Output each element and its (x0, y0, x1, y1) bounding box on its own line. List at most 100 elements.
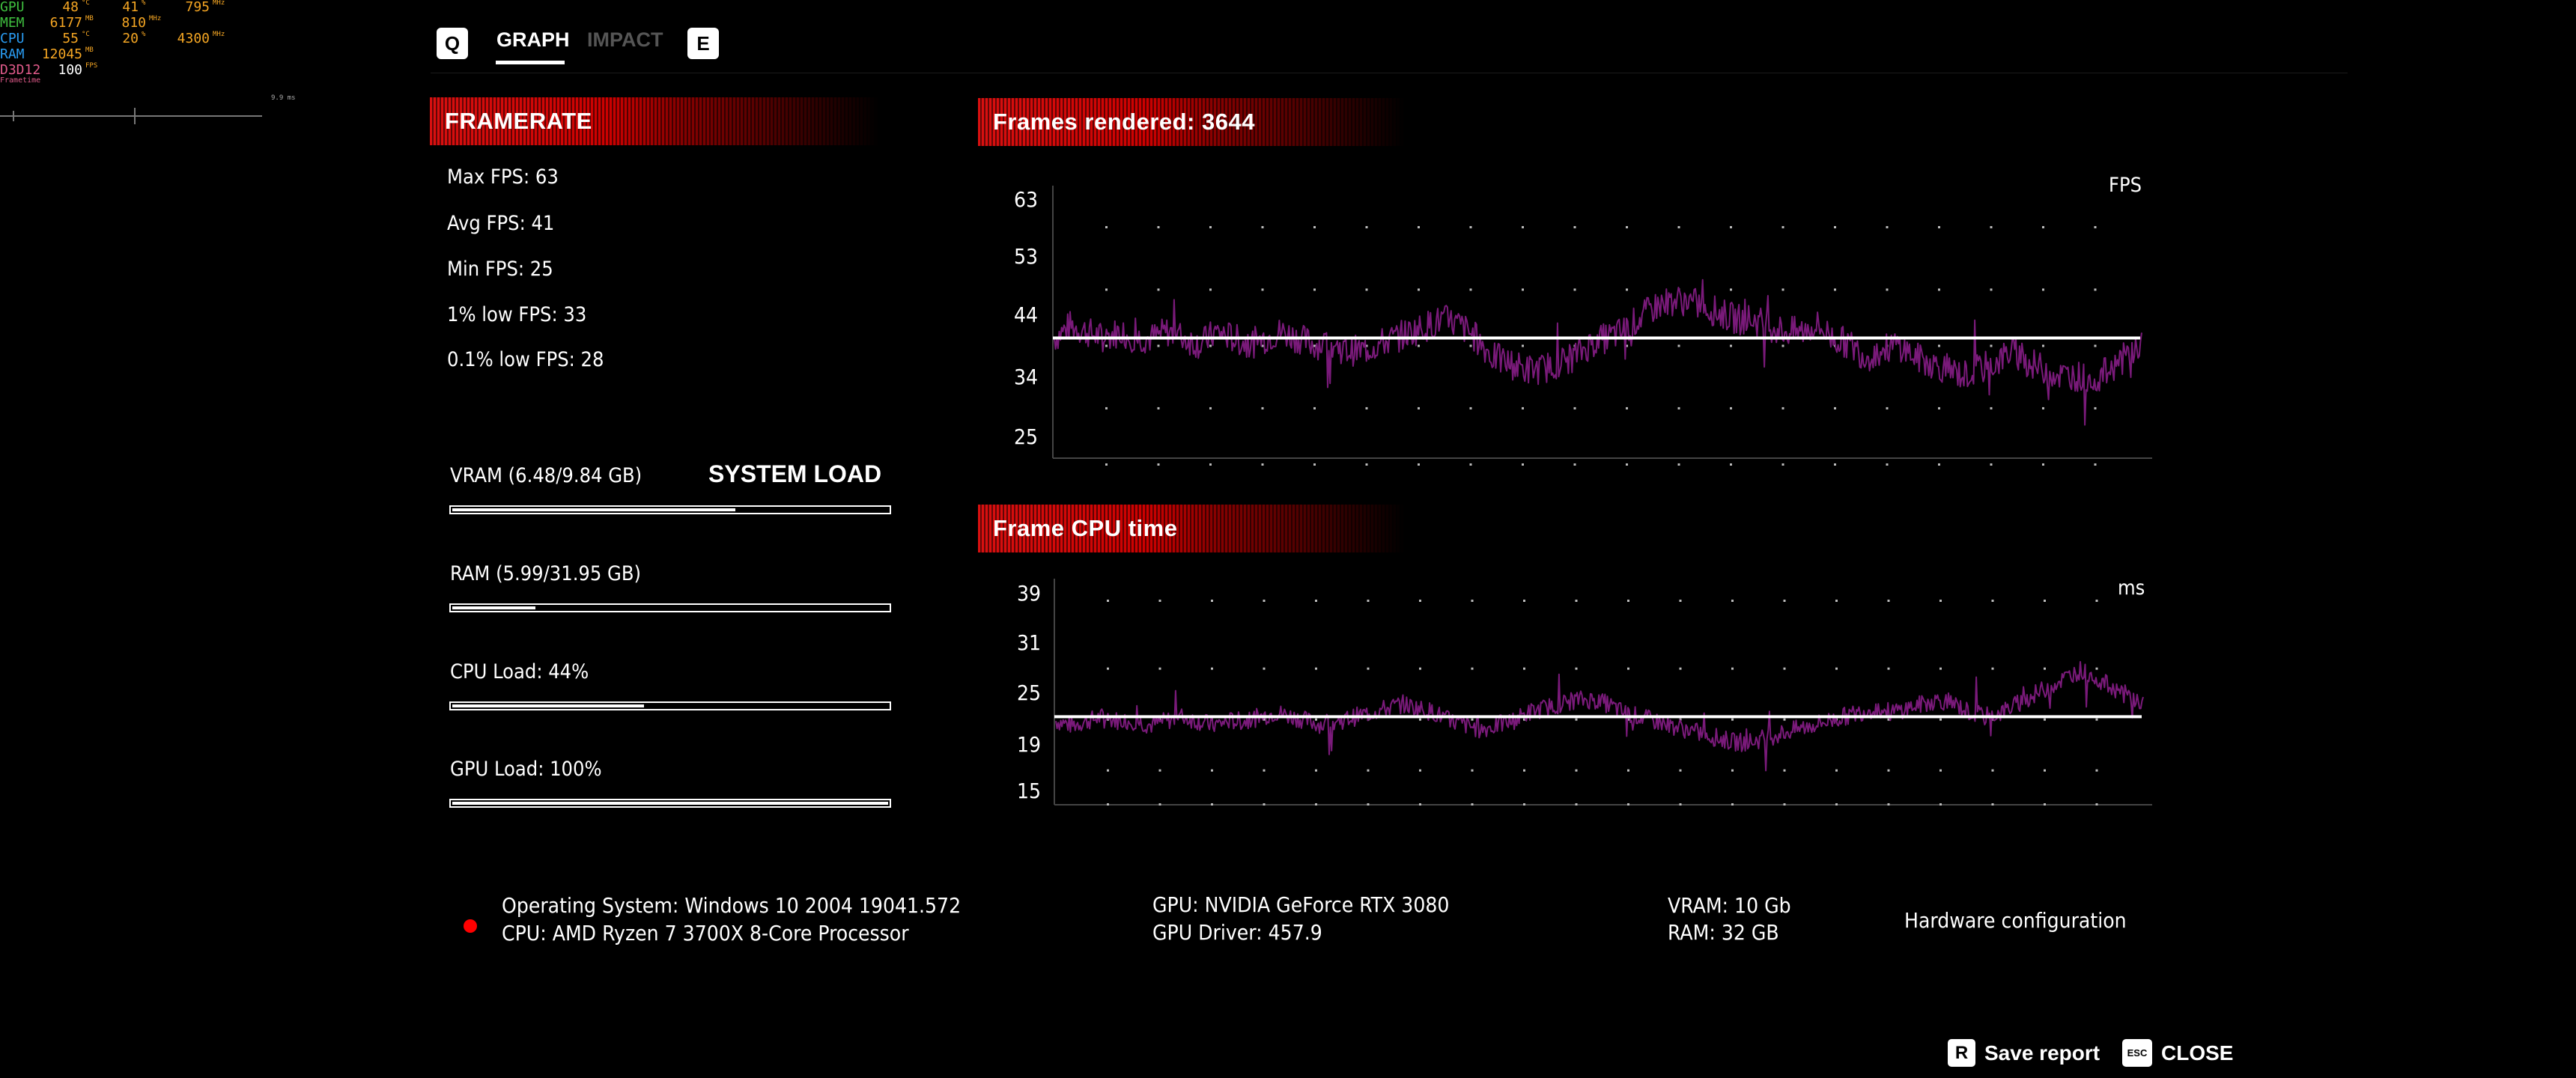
fps-grid-dot (1781, 463, 1784, 466)
low-1pct-fps: 1% low FPS: 33 (447, 303, 587, 326)
fps-grid-dot (1313, 226, 1316, 228)
fps-grid-dot (1886, 406, 1889, 409)
fps-grid-dot (1261, 406, 1264, 409)
fps-grid-dot (1573, 463, 1576, 466)
cpu-grid-dot (1419, 600, 1421, 602)
tab-impact[interactable]: IMPACT (587, 28, 663, 51)
fps-grid-dot (1209, 406, 1212, 409)
cpu-grid-dot (1887, 718, 1890, 721)
fps-grid-dot (2094, 288, 2097, 291)
fps-grid-dot (1938, 226, 1940, 228)
cpu-grid-dot (1887, 667, 1890, 670)
fps-grid-dot (1261, 288, 1264, 291)
fps-grid-dot (1209, 344, 1212, 347)
overlay-unit: MB (85, 15, 94, 22)
cpu-grid-dot (1991, 600, 1994, 602)
cpu-grid-dot (1471, 769, 1474, 772)
fps-ytick: 63 (1013, 187, 1038, 212)
cpu-grid-dot (1835, 769, 1838, 772)
overlay-unit: MHz (213, 0, 225, 7)
fps-grid-dot (1730, 226, 1732, 228)
cpu-ytick: 15 (1016, 779, 1041, 803)
fps-grid-dot (1418, 226, 1420, 228)
fps-grid-dot (2094, 344, 2097, 347)
tab-next-key[interactable]: E (687, 28, 719, 59)
fps-grid-dot (1677, 226, 1680, 228)
cpu-grid-dot (1315, 769, 1317, 772)
fps-grid-dot (1418, 288, 1420, 291)
fps-grid-dot (1313, 463, 1316, 466)
cpu-grid-dot (1575, 718, 1578, 721)
fps-grid-dot (1990, 288, 1993, 291)
fps-grid-dot (1209, 226, 1212, 228)
cpu-grid-dot (1783, 803, 1786, 806)
cpu-grid-dot (1315, 803, 1317, 806)
cpu-ytick: 25 (1016, 680, 1041, 705)
gpu-load-bar (449, 799, 891, 808)
cpu-grid-dot (2044, 803, 2046, 806)
fps-grid-dot (1781, 344, 1784, 347)
cpu-grid-dot (1158, 667, 1161, 670)
cpu-grid-dot (2095, 718, 2098, 721)
overlay-value: 4300 (177, 31, 210, 46)
fps-grid-dot (1730, 344, 1732, 347)
cpu-grid-dot (1315, 718, 1317, 721)
cpu-unit-label: ms (2118, 576, 2145, 600)
cpu-grid-dot (1575, 600, 1578, 602)
cpu-grid-dot (1263, 803, 1266, 806)
fps-grid-dot (1834, 406, 1836, 409)
cpu-grid-dot (1107, 803, 1109, 806)
overlay-unit: MB (85, 46, 94, 54)
frametime-graph (0, 108, 262, 124)
close-key[interactable]: ESC (2122, 1039, 2152, 1067)
fps-grid-dot (1418, 463, 1420, 466)
cpu-grid-dot (2095, 769, 2098, 772)
cpu-grid-dot (1783, 600, 1786, 602)
fps-grid-dot (1677, 406, 1680, 409)
fps-unit-label: FPS (2109, 174, 2142, 197)
fps-grid-dot (1105, 344, 1108, 347)
fps-grid-dot (1990, 406, 1993, 409)
save-report-key[interactable]: R (1948, 1039, 1975, 1067)
cpu-grid-dot (1367, 600, 1370, 602)
tab-prev-key[interactable]: Q (437, 28, 468, 59)
cpu-grid-dot (1887, 600, 1890, 602)
fps-ytick: 44 (1013, 302, 1038, 327)
cpu-grid-dot (1471, 718, 1474, 721)
cpu-grid-dot (1731, 803, 1734, 806)
fps-grid-dot (1365, 406, 1368, 409)
fps-grid-dot (1261, 226, 1264, 228)
hardware-configuration-link[interactable]: Hardware configuration (1904, 908, 2127, 933)
os-info: Operating System: Windows 10 2004 19041.… (502, 893, 962, 918)
overlay-value: 12045 (41, 46, 82, 62)
fps-grid-dot (1209, 463, 1212, 466)
max-fps: Max FPS: 63 (447, 165, 559, 189)
overlay-label: MEM (0, 15, 25, 31)
fps-grid-dot (1365, 344, 1368, 347)
fps-grid-dot (1157, 226, 1160, 228)
cpu-grid-dot (1523, 667, 1525, 670)
fps-grid-dot (1938, 288, 1940, 291)
cpu-grid-dot (1783, 667, 1786, 670)
close-button[interactable]: CLOSE (2161, 1041, 2234, 1065)
overlay-value: 100 (58, 62, 82, 78)
cpu-grid-dot (1523, 803, 1525, 806)
cpu-grid-dot (1731, 600, 1734, 602)
overlay-value: 20 (122, 31, 139, 46)
overlay-unit: MHz (149, 15, 162, 22)
cpu-info: CPU: AMD Ryzen 7 3700X 8-Core Processor (502, 921, 909, 945)
overlay-value: 48 (62, 0, 79, 15)
fps-grid-dot (2094, 406, 2097, 409)
fps-chart-title: Frames rendered: 3644 (993, 109, 1255, 135)
cpu-grid-dot (2095, 600, 2098, 602)
overlay-unit: % (142, 31, 146, 38)
tab-graph[interactable]: GRAPH (496, 28, 570, 51)
save-report-button[interactable]: Save report (1984, 1041, 2100, 1065)
cpu-grid-dot (1731, 718, 1734, 721)
fps-grid-dot (1365, 463, 1368, 466)
cpu-grid-dot (1627, 600, 1629, 602)
cpu-grid-dot (1211, 667, 1213, 670)
cpu-grid-dot (1679, 600, 1682, 602)
cpu-grid-dot (1939, 718, 1942, 721)
fps-grid-dot (1157, 288, 1160, 291)
